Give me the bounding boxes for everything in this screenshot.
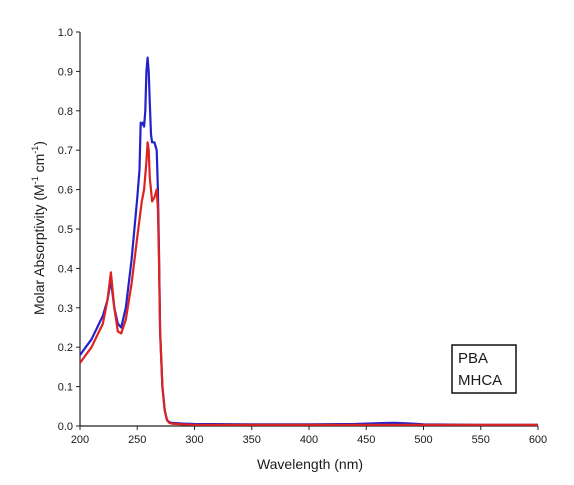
x-tick-label-450: 450 xyxy=(357,434,375,446)
y-axis-title-superscript-1: -1 xyxy=(30,176,40,184)
y-tick-label-0.6: 0.6 xyxy=(58,185,73,197)
tick-layer: 200 250 300 350 400 450 500 550 600 0.0 0.1 0.2 0.3 0… xyxy=(58,27,547,446)
y-tick-label-0.0: 0.0 xyxy=(58,421,73,433)
y-tick-label-0.1: 0.1 xyxy=(58,382,73,394)
x-tick-label-500: 500 xyxy=(414,434,432,446)
x-axis-title: Wavelength (nm) xyxy=(257,456,363,472)
y-axis-title-part-1: Molar Absorptivity (M xyxy=(31,184,47,315)
y-tick-label-1.0: 1.0 xyxy=(58,27,73,39)
y-tick-label-0.8: 0.8 xyxy=(58,106,73,118)
series-line-mhca xyxy=(79,141,538,426)
y-axis-title-part-3: ) xyxy=(31,141,47,146)
y-tick-label-0.4: 0.4 xyxy=(58,263,73,275)
y-axis-title-superscript-2: -1 xyxy=(30,146,40,154)
y-tick-label-0.7: 0.7 xyxy=(58,145,73,157)
legend-label-mhca: MHCA xyxy=(458,372,502,389)
series-layer xyxy=(79,56,538,426)
y-tick-label-0.5: 0.5 xyxy=(58,224,73,236)
legend-box xyxy=(451,344,517,394)
x-tick-label-200: 200 xyxy=(71,434,89,446)
legend: PBA MHCA xyxy=(451,344,517,394)
y-tick-label-0.2: 0.2 xyxy=(58,342,73,354)
x-tick-label-350: 350 xyxy=(243,434,261,446)
x-tick-label-400: 400 xyxy=(300,434,318,446)
y-tick-label-0.3: 0.3 xyxy=(58,303,73,315)
x-tick-label-550: 550 xyxy=(472,434,490,446)
y-tick-label-0.9: 0.9 xyxy=(58,66,73,78)
x-tick-label-600: 600 xyxy=(529,434,547,446)
x-tick-label-300: 300 xyxy=(185,434,203,446)
y-axis-title: Molar Absorptivity (M-1 cm-1) xyxy=(30,141,47,315)
legend-label-pba: PBA xyxy=(458,350,488,367)
y-axis-title-part-2: cm xyxy=(31,154,47,177)
x-tick-label-250: 250 xyxy=(128,434,146,446)
